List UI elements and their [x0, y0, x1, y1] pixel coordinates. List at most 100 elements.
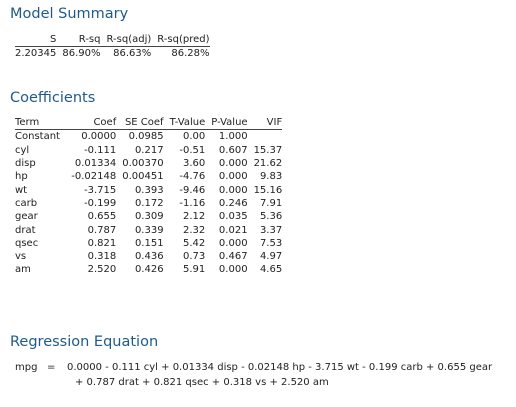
cell-term: qsec — [15, 237, 39, 249]
cell-term: gear — [15, 211, 38, 223]
cell-t-value: -4.76 — [179, 171, 206, 183]
cell-t-value: -0.51 — [179, 144, 206, 156]
cell-p-value: 0.000 — [218, 237, 248, 249]
cell-term: Constant — [15, 131, 60, 143]
cell-coef: -0.111 — [83, 144, 117, 156]
cell-vif: 15.37 — [253, 144, 283, 156]
header-r-sq-adj: R-sq(adj) — [100, 33, 152, 47]
header-coef: Coef — [65, 116, 117, 131]
cell-term: hp — [15, 171, 28, 183]
coef-row: wt -3.715 0.393 -9.46 0.000 15.16 — [15, 183, 282, 196]
regression-equation-title: Regression Equation — [10, 334, 159, 350]
cell-se-coef: 0.309 — [134, 211, 164, 223]
cell-term: am — [15, 264, 31, 276]
cell-vif — [248, 130, 283, 144]
coef-row: carb -0.199 0.172 -1.16 0.246 7.91 — [15, 197, 282, 210]
value-r-sq: 86.90% — [62, 48, 101, 59]
cell-se-coef: 0.217 — [134, 144, 164, 156]
equation-equals-sign: = — [47, 362, 56, 373]
cell-p-value: 0.000 — [218, 171, 248, 183]
cell-term: disp — [15, 158, 36, 170]
cell-p-value: 0.467 — [218, 251, 248, 263]
coef-row: cyl -0.111 0.217 -0.51 0.607 15.37 — [15, 144, 282, 157]
header-t-value: T-Value — [163, 116, 206, 131]
cell-term: drat — [15, 224, 36, 236]
cell-t-value: 3.60 — [183, 158, 206, 170]
cell-se-coef: 0.339 — [134, 224, 164, 236]
cell-p-value: 0.246 — [218, 197, 248, 209]
header-r-sq: R-sq — [56, 33, 101, 47]
cell-term: wt — [15, 184, 28, 196]
cell-coef: -0.02148 — [71, 171, 117, 183]
coefficients-title: Coefficients — [10, 90, 96, 106]
coef-row: qsec 0.821 0.151 5.42 0.000 7.53 — [15, 237, 282, 250]
cell-vif: 7.91 — [259, 197, 283, 209]
cell-coef: -3.715 — [83, 184, 117, 196]
header-p-value: P-Value — [205, 116, 248, 131]
cell-term: cyl — [15, 144, 30, 156]
header-se-coef: SE Coef — [116, 116, 164, 131]
header-term: Term — [15, 116, 66, 131]
cell-se-coef: 0.426 — [134, 264, 164, 276]
cell-p-value: 0.035 — [218, 211, 248, 223]
cell-term: vs — [15, 251, 27, 263]
cell-vif: 15.16 — [253, 184, 283, 196]
cell-coef: 0.01334 — [74, 158, 117, 170]
cell-p-value: 1.000 — [218, 131, 248, 143]
cell-term: carb — [15, 197, 38, 209]
cell-coef: 2.520 — [87, 264, 117, 276]
coef-row: am 2.520 0.426 5.91 0.000 4.65 — [15, 263, 282, 276]
coef-row: drat 0.787 0.339 2.32 0.021 3.37 — [15, 223, 282, 236]
cell-se-coef: 0.151 — [134, 237, 164, 249]
coef-row: hp -0.02148 0.00451 -4.76 0.000 9.83 — [15, 170, 282, 183]
equation-response: mpg — [15, 362, 38, 373]
summary-value-row: 2.20345 86.90% 86.63% 86.28% — [15, 47, 210, 61]
value-s: 2.20345 — [15, 48, 57, 59]
cell-p-value: 0.021 — [218, 224, 248, 236]
cell-vif: 4.97 — [259, 251, 283, 263]
cell-se-coef: 0.0985 — [128, 131, 164, 143]
cell-se-coef: 0.172 — [134, 197, 164, 209]
cell-coef: 0.787 — [87, 224, 117, 236]
cell-se-coef: 0.393 — [134, 184, 164, 196]
cell-vif: 21.62 — [253, 158, 283, 170]
cell-se-coef: 0.00451 — [122, 171, 164, 183]
cell-coef: -0.199 — [83, 197, 117, 209]
coef-row: disp 0.01334 0.00370 3.60 0.000 21.62 — [15, 157, 282, 170]
value-r-sq-adj: 86.63% — [113, 48, 152, 59]
cell-p-value: 0.000 — [218, 184, 248, 196]
cell-t-value: 0.73 — [183, 251, 206, 263]
model-summary-title: Model Summary — [10, 6, 129, 22]
cell-t-value: -9.46 — [179, 184, 206, 196]
equation-line-1: mpg = 0.0000 - 0.111 cyl + 0.01334 disp - … — [15, 362, 492, 373]
cell-p-value: 0.000 — [218, 264, 248, 276]
cell-vif: 7.53 — [259, 237, 283, 249]
cell-vif: 9.83 — [259, 171, 283, 183]
equation-terms-line-2: + 0.787 drat + 0.821 qsec + 0.318 vs + 2… — [75, 377, 329, 388]
cell-coef: 0.318 — [87, 251, 117, 263]
cell-t-value: 2.12 — [183, 211, 206, 223]
equation-line-2: + 0.787 drat + 0.821 qsec + 0.318 vs + 2… — [75, 377, 329, 388]
cell-vif: 3.37 — [259, 224, 283, 236]
header-r-sq-pred: R-sq(pred) — [151, 33, 210, 47]
coef-row: Constant 0.0000 0.0985 0.00 1.000 — [15, 130, 282, 144]
header-s: S — [15, 33, 57, 47]
cell-t-value: 0.00 — [183, 131, 206, 143]
cell-coef: 0.0000 — [81, 131, 117, 143]
cell-p-value: 0.000 — [218, 158, 248, 170]
coef-header-row: Term Coef SE Coef T-Value P-Value VIF — [15, 116, 283, 131]
coef-row: gear 0.655 0.309 2.12 0.035 5.36 — [15, 210, 282, 223]
cell-coef: 0.655 — [87, 211, 117, 223]
equation-terms-line-1: 0.0000 - 0.111 cyl + 0.01334 disp - 0.02… — [67, 362, 493, 373]
value-r-sq-pred: 86.28% — [171, 48, 210, 59]
coefficients-body: Constant 0.0000 0.0985 0.00 1.000 cyl -0.111 0.… — [15, 130, 282, 277]
cell-vif: 4.65 — [259, 264, 283, 276]
cell-t-value: 5.91 — [183, 264, 206, 276]
cell-t-value: -1.16 — [179, 197, 206, 209]
cell-vif: 5.36 — [259, 211, 283, 223]
cell-se-coef: 0.436 — [134, 251, 164, 263]
model-summary-table: S R-sq R-sq(adj) R-sq(pred) 2.20345 86.9… — [15, 33, 210, 60]
cell-t-value: 2.32 — [183, 224, 206, 236]
coef-row: vs 0.318 0.436 0.73 0.467 4.97 — [15, 250, 282, 263]
cell-coef: 0.821 — [87, 237, 117, 249]
